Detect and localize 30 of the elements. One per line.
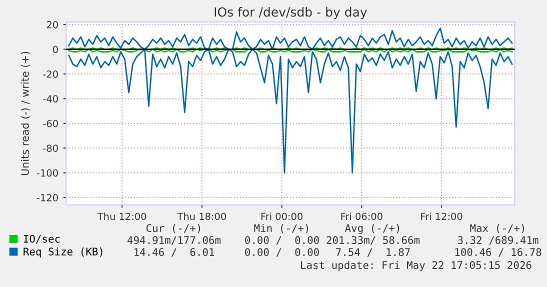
legend-label: IO/sec	[24, 234, 60, 244]
text: Max (-/+)	[470, 224, 524, 234]
text: 0.00 / 0.00	[245, 236, 319, 245]
y-tick-label: -60	[43, 120, 58, 128]
x-tick-label: Thu 12:00	[97, 212, 146, 220]
y-tick-label: -20	[43, 70, 58, 78]
text: 7.54 / 1.87	[336, 248, 410, 257]
y-tick-label: -80	[43, 144, 58, 152]
text: Cur (-/+)	[146, 224, 200, 234]
y-tick-label: -40	[43, 95, 58, 103]
y-tick-label: -100	[36, 169, 58, 177]
legend-label: Req Size (KB)	[24, 247, 102, 258]
y-tick-label: -120	[36, 194, 58, 202]
y-tick-label: 20	[46, 21, 58, 28]
text: Min (-/+)	[254, 224, 308, 234]
x-tick-label: Thu 18:00	[177, 212, 226, 220]
x-tick-label: Fri 12:00	[421, 212, 462, 220]
text: 14.46 / 6.01	[134, 248, 214, 257]
text: 100.46 / 16.78	[455, 248, 542, 257]
text: 0.00 / 0.00	[245, 248, 319, 257]
x-tick-label: Fri 06:00	[341, 212, 382, 220]
chart-title: IOs for /dev/sdb - by day	[214, 7, 367, 20]
text: Avg (-/+)	[344, 224, 400, 234]
y-tick-label: 0	[53, 46, 58, 54]
text: Last update: Fri May 22 17:05:15 2026	[301, 260, 532, 272]
y-axis-title: Units read (-) / write (+)	[20, 52, 30, 176]
text: 494.91m/177.06m	[127, 236, 221, 245]
x-tick-label: Fri 00:00	[261, 212, 303, 220]
text: 3.32 /689.41m	[458, 236, 538, 245]
text: 201.33m/ 58.66m	[326, 236, 420, 245]
